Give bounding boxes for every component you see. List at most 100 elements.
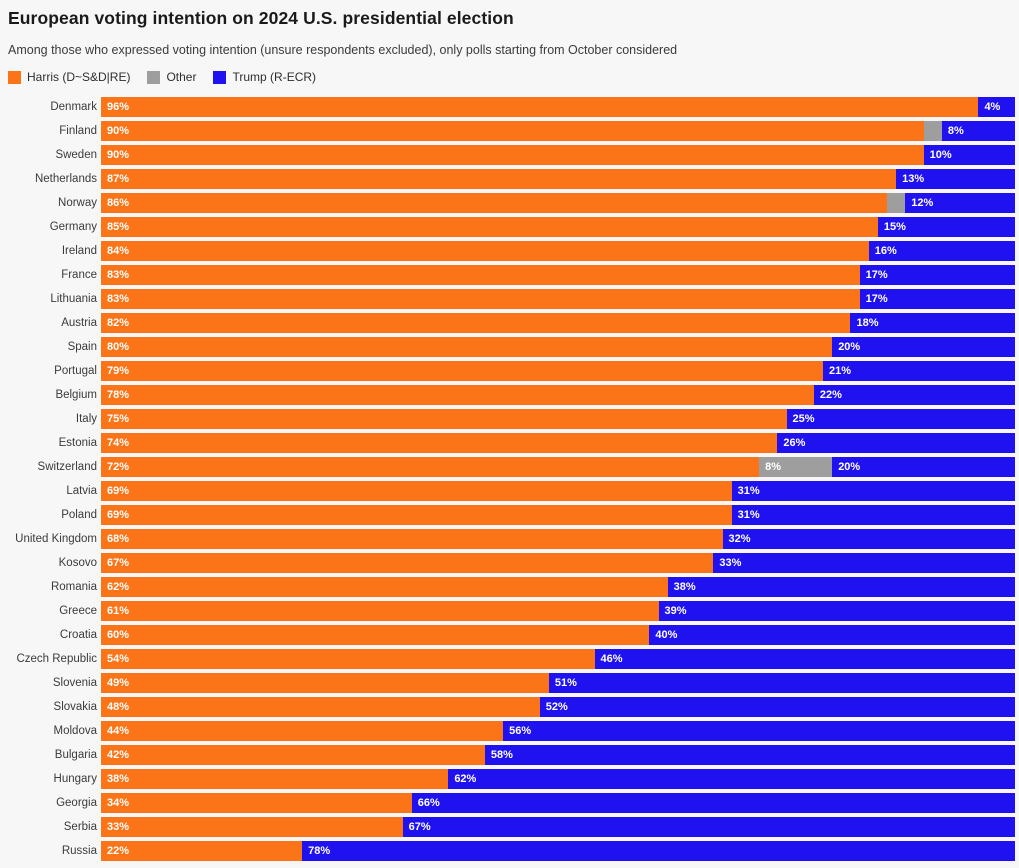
value-label: 49% <box>107 677 130 689</box>
trump-segment: 39% <box>658 601 1015 621</box>
chart-header: European voting intention on 2024 U.S. p… <box>0 0 1019 84</box>
country-label: Netherlands <box>34 173 97 185</box>
harris-segment: 83% <box>101 265 860 285</box>
page-subtitle: Among those who expressed voting intenti… <box>8 43 678 57</box>
trump-segment: 40% <box>649 625 1015 645</box>
value-label: 66% <box>417 797 440 809</box>
harris-segment: 61% <box>101 601 659 621</box>
trump-segment: 4% <box>978 97 1015 117</box>
stacked-bar: 60% 40% <box>101 625 1015 645</box>
trump-segment: 8% <box>941 121 1015 141</box>
country-label: Finland <box>59 125 97 137</box>
harris-segment: 69% <box>101 481 732 501</box>
value-label: 72% <box>107 461 130 473</box>
value-label: 62% <box>107 581 130 593</box>
trump-segment: 58% <box>484 745 1015 765</box>
value-label: 80% <box>107 341 130 353</box>
harris-segment: 83% <box>101 289 860 309</box>
chart-row: France 83% 17% <box>0 265 1015 285</box>
legend-item: Harris (D~S&D|RE) <box>8 70 130 84</box>
value-label: 46% <box>600 653 623 665</box>
harris-segment: 42% <box>101 745 485 765</box>
value-label: 33% <box>719 557 742 569</box>
legend: Harris (D~S&D|RE) Other Trump (R-ECR) <box>8 70 1009 84</box>
chart-row: Poland 69% 31% <box>0 505 1015 525</box>
harris-segment: 34% <box>101 793 412 813</box>
stacked-bar: 87% 13% <box>101 169 1015 189</box>
harris-segment: 90% <box>101 145 924 165</box>
stacked-bar: 34% 66% <box>101 793 1015 813</box>
harris-segment: 22% <box>101 841 303 861</box>
harris-swatch-icon <box>8 70 21 84</box>
legend-item-label: Other <box>166 70 197 84</box>
value-label: 13% <box>902 173 925 185</box>
chart-row: Serbia 33% 67% <box>0 817 1015 837</box>
harris-segment: 38% <box>101 769 449 789</box>
chart-row: Slovakia 48% 52% <box>0 697 1015 717</box>
value-label: 21% <box>829 365 852 377</box>
harris-segment: 62% <box>101 577 668 597</box>
stacked-bar: 83% 17% <box>101 265 1015 285</box>
stacked-bar: 90% 10% <box>101 145 1015 165</box>
value-label: 78% <box>308 845 331 857</box>
chart-row: Czech Republic 54% 46% <box>0 649 1015 669</box>
value-label: 60% <box>107 629 130 641</box>
stacked-bar: 72% 8% 20% <box>101 457 1015 477</box>
value-label: 17% <box>865 269 888 281</box>
country-label: Moldova <box>53 725 97 737</box>
chart-row: Denmark 96% 4% <box>0 97 1015 117</box>
harris-segment: 48% <box>101 697 540 717</box>
value-label: 79% <box>107 365 130 377</box>
value-label: 18% <box>856 317 879 329</box>
trump-segment: 56% <box>503 721 1015 741</box>
harris-segment: 44% <box>101 721 504 741</box>
harris-segment: 67% <box>101 553 714 573</box>
value-label: 10% <box>929 149 952 161</box>
value-label: 58% <box>490 749 513 761</box>
stacked-bar-chart: Denmark 96% 4% Finland 90% 8% Sweden 90%… <box>0 97 1019 861</box>
harris-segment: 68% <box>101 529 723 549</box>
trump-segment: 38% <box>667 577 1015 597</box>
trump-segment: 17% <box>859 265 1015 285</box>
value-label: 90% <box>107 149 130 161</box>
stacked-bar: 62% 38% <box>101 577 1015 597</box>
value-label: 69% <box>107 485 130 497</box>
trump-segment: 31% <box>731 505 1015 525</box>
trump-segment: 52% <box>539 697 1015 717</box>
trump-segment: 31% <box>731 481 1015 501</box>
harris-segment: 82% <box>101 313 851 333</box>
chart-row: Romania 62% 38% <box>0 577 1015 597</box>
country-label: Germany <box>49 221 97 233</box>
other-segment <box>923 121 942 141</box>
stacked-bar: 69% 31% <box>101 505 1015 525</box>
country-label: Ireland <box>61 245 97 257</box>
legend-item-label: Harris (D~S&D|RE) <box>27 70 131 84</box>
country-label: Portugal <box>54 365 97 377</box>
chart-row: Germany 85% 15% <box>0 217 1015 237</box>
country-label: Croatia <box>59 629 97 641</box>
trump-segment: 10% <box>923 145 1015 165</box>
country-label: Lithuania <box>50 293 97 305</box>
value-label: 20% <box>838 341 861 353</box>
value-label: 8% <box>947 125 964 137</box>
harris-segment: 87% <box>101 169 897 189</box>
legend-item: Other <box>147 70 196 84</box>
value-label: 75% <box>107 413 130 425</box>
trump-segment: 21% <box>823 361 1015 381</box>
value-label: 85% <box>107 221 130 233</box>
stacked-bar: 86% 12% <box>101 193 1015 213</box>
country-label: Greece <box>59 605 97 617</box>
country-label: Belgium <box>55 389 97 401</box>
country-label: Czech Republic <box>16 653 97 665</box>
chart-row: United Kingdom 68% 32% <box>0 529 1015 549</box>
trump-segment: 20% <box>832 457 1015 477</box>
stacked-bar: 74% 26% <box>101 433 1015 453</box>
value-label: 67% <box>107 557 130 569</box>
trump-segment: 67% <box>402 817 1015 837</box>
legend-item-label: Trump (R-ECR) <box>232 70 317 84</box>
chart-row: Spain 80% 20% <box>0 337 1015 357</box>
trump-segment: 62% <box>448 769 1015 789</box>
harris-segment: 79% <box>101 361 824 381</box>
value-label: 42% <box>107 749 130 761</box>
value-label: 54% <box>107 653 130 665</box>
